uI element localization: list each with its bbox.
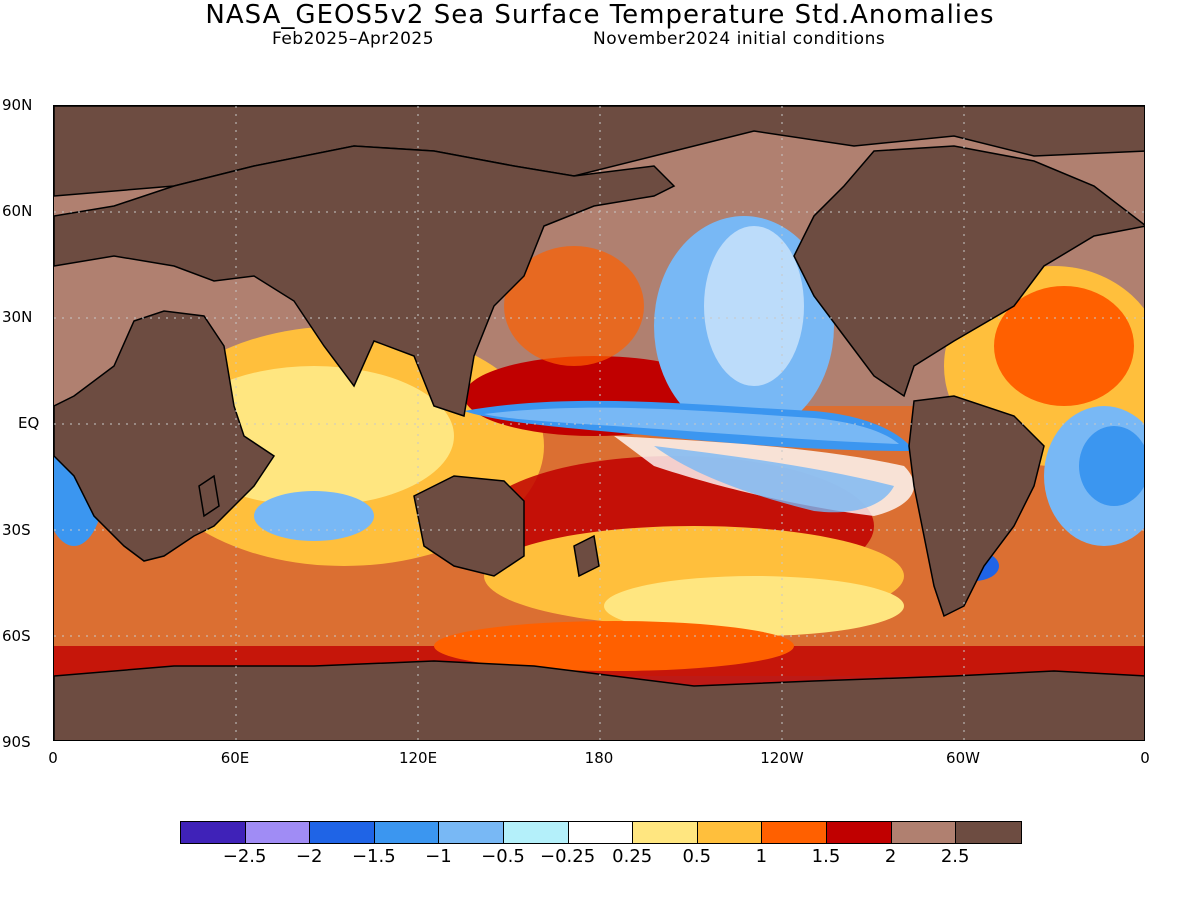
colorbar-tick-label: −1 [425,846,452,867]
colorbar-tick-label: −2.5 [222,846,267,867]
lat-label-30n: 30N [2,308,33,326]
eurasia [54,145,676,417]
lat-label-60n: 60N [2,202,33,220]
colorbar-swatch [503,822,569,843]
south-atlantic-cool-core [1079,426,1144,506]
north-america [793,145,1144,398]
colorbar-tick-label: −0.5 [481,846,525,867]
lon-label-0: 0 [48,749,58,767]
colorbar-swatch [310,822,375,843]
lon-label-120e: 120E [398,749,438,767]
lon-label-60e: 60E [220,749,250,767]
lat-label-30s: 30S [2,521,31,539]
lon-label-180: 180 [584,749,614,767]
forecast-period: Feb2025–Apr2025 [272,29,435,49]
colorbar-swatch [697,822,763,843]
atlantic-warm-core [994,286,1134,406]
graticule [54,106,1144,740]
south-america [908,395,1045,618]
colorbar-swatch [956,822,1021,843]
colorbar-swatch [762,822,827,843]
new-zealand [573,534,600,578]
colorbar-tick-label: 1 [755,846,768,867]
colorbar-tick-label: 2 [884,846,897,867]
map-canvas [54,106,1144,740]
map-title: NASA_GEOS5v2 Sea Surface Temperature Std… [205,0,995,30]
lon-label-60w: 60W [946,749,980,767]
colorbar-tick-label: 1.5 [811,846,841,867]
east-pacific-cool [654,446,894,513]
colorbar-swatch [826,822,892,843]
colorbar-tick-label: 2.5 [940,846,970,867]
south-pacific-light-band [604,576,904,636]
colorbar-tick-label: −0.25 [540,846,596,867]
kuroshio-warm [504,246,644,366]
colorbar-swatch [891,822,957,843]
colorbar-legend [180,821,1022,844]
colorbar-swatch [633,822,698,843]
antarctica [54,660,1144,740]
south-indian-cool [254,491,374,541]
southern-ocean-orange [434,621,794,671]
equatorial-cold-tongue-inner [484,407,899,444]
australia [413,475,525,577]
colorbar-tick-label: 0.25 [612,846,653,867]
colorbar-tick-label: 0.5 [682,846,712,867]
colorbar-swatch [181,822,246,843]
lat-label-90s: 90S [2,733,31,751]
lat-label-60s: 60S [2,627,31,645]
lat-label-eq: EQ [18,414,40,432]
lon-label-120w: 120W [760,749,804,767]
colorbar-tick-label: −1.5 [351,846,396,867]
colorbar-swatch [568,822,634,843]
north-pacific-cool-edge [704,226,804,386]
continents [54,106,1144,740]
colorbar-swatch [374,822,440,843]
colorbar-swatch [439,822,504,843]
madagascar [198,474,220,518]
initial-conditions-label: November2024 initial conditions [593,29,886,49]
colorbar-swatch [245,822,311,843]
lat-label-90n: 90N [2,96,33,114]
colorbar-tick-label: −2 [295,846,323,867]
anomaly-map [53,105,1145,741]
lon-label-0-east: 0 [1140,749,1150,767]
